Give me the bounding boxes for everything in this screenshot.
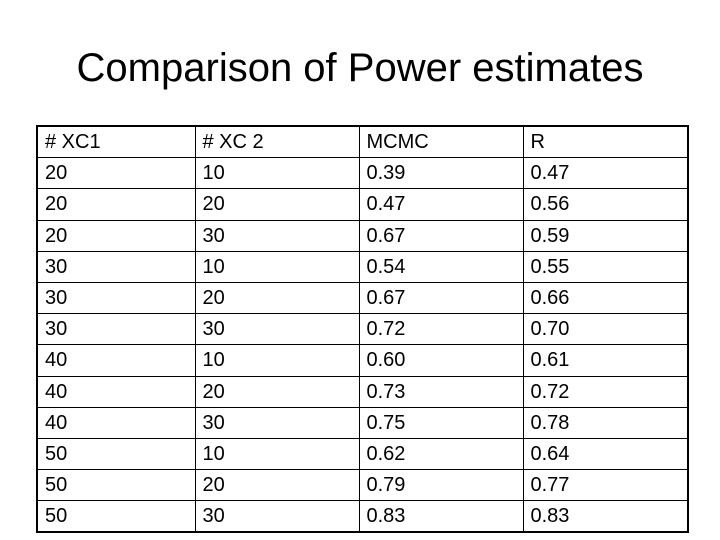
table-cell: 40 bbox=[36, 375, 196, 408]
table-cell: 30 bbox=[36, 281, 196, 315]
table-cell: 0.59 bbox=[522, 219, 689, 252]
table-row: 40 30 0.75 0.78 bbox=[36, 406, 689, 439]
table-cell: 30 bbox=[194, 219, 360, 252]
table-cell: 0.73 bbox=[358, 375, 524, 408]
table-row: 50 20 0.79 0.77 bbox=[36, 469, 689, 502]
table-cell: 10 bbox=[194, 344, 360, 377]
table-cell: 0.67 bbox=[358, 281, 524, 315]
table-row: 20 10 0.39 0.47 bbox=[36, 157, 689, 190]
table-cell: 30 bbox=[194, 406, 360, 439]
table-cell: 20 bbox=[36, 219, 196, 252]
table-cell: 0.78 bbox=[522, 406, 689, 439]
table-cell: 20 bbox=[194, 281, 360, 315]
header-row: # XC1 # XC 2 MCMC R bbox=[36, 125, 689, 159]
table-cell: 20 bbox=[194, 469, 360, 502]
table-cell: 30 bbox=[36, 250, 196, 283]
table-row: 20 30 0.67 0.59 bbox=[36, 219, 689, 252]
table-row: 30 20 0.67 0.66 bbox=[36, 281, 689, 315]
table-cell: 20 bbox=[36, 157, 196, 190]
table-cell: 40 bbox=[36, 344, 196, 377]
table-cell: 20 bbox=[194, 375, 360, 408]
table-cell: 0.64 bbox=[522, 437, 689, 471]
table-cell: 20 bbox=[36, 188, 196, 221]
table-row: 30 30 0.72 0.70 bbox=[36, 313, 689, 346]
slide-title: Comparison of Power estimates bbox=[76, 46, 644, 90]
table-cell: 0.47 bbox=[358, 188, 524, 221]
table-cell: 30 bbox=[194, 313, 360, 346]
table-row: 50 30 0.83 0.83 bbox=[36, 500, 689, 533]
table-cell: 0.55 bbox=[522, 250, 689, 283]
table-cell: 0.72 bbox=[522, 375, 689, 408]
table-cell: 50 bbox=[36, 437, 196, 471]
table-cell: 0.60 bbox=[358, 344, 524, 377]
header-cell: R bbox=[522, 125, 689, 159]
power-table: # XC1 # XC 2 MCMC R 20 10 0.39 0.47 20 20 0.47 0.56… bbox=[36, 125, 689, 534]
table-cell: 0.61 bbox=[522, 344, 689, 377]
table-cell: 0.56 bbox=[522, 188, 689, 221]
table-cell: 10 bbox=[194, 157, 360, 190]
table-cell: 50 bbox=[36, 500, 196, 533]
table-row: 40 10 0.60 0.61 bbox=[36, 344, 689, 377]
header-cell: MCMC bbox=[358, 125, 524, 159]
table-cell: 20 bbox=[194, 188, 360, 221]
table-cell: 0.75 bbox=[358, 406, 524, 439]
table-cell: 0.70 bbox=[522, 313, 689, 346]
table-cell: 0.83 bbox=[522, 500, 689, 533]
header-cell: # XC 2 bbox=[194, 125, 360, 159]
table-row: 20 20 0.47 0.56 bbox=[36, 188, 689, 221]
table-cell: 0.47 bbox=[522, 157, 689, 190]
table-cell: 0.72 bbox=[358, 313, 524, 346]
table-cell: 30 bbox=[194, 500, 360, 533]
table-cell: 50 bbox=[36, 469, 196, 502]
table-cell: 30 bbox=[36, 313, 196, 346]
table-row: 30 10 0.54 0.55 bbox=[36, 250, 689, 283]
table-cell: 0.77 bbox=[522, 469, 689, 502]
table-cell: 0.54 bbox=[358, 250, 524, 283]
header-cell: # XC1 bbox=[36, 125, 196, 159]
table-cell: 0.62 bbox=[358, 437, 524, 471]
table-cell: 0.66 bbox=[522, 281, 689, 315]
table-cell: 10 bbox=[194, 437, 360, 471]
table-cell: 0.67 bbox=[358, 219, 524, 252]
table-cell: 10 bbox=[194, 250, 360, 283]
table-cell: 0.39 bbox=[358, 157, 524, 190]
table-cell: 0.79 bbox=[358, 469, 524, 502]
table-row: 40 20 0.73 0.72 bbox=[36, 375, 689, 408]
table-row: 50 10 0.62 0.64 bbox=[36, 437, 689, 471]
table-body: # XC1 # XC 2 MCMC R 20 10 0.39 0.47 20 20 0.47 0.56… bbox=[36, 125, 689, 533]
table-cell: 0.83 bbox=[358, 500, 524, 533]
table-cell: 40 bbox=[36, 406, 196, 439]
